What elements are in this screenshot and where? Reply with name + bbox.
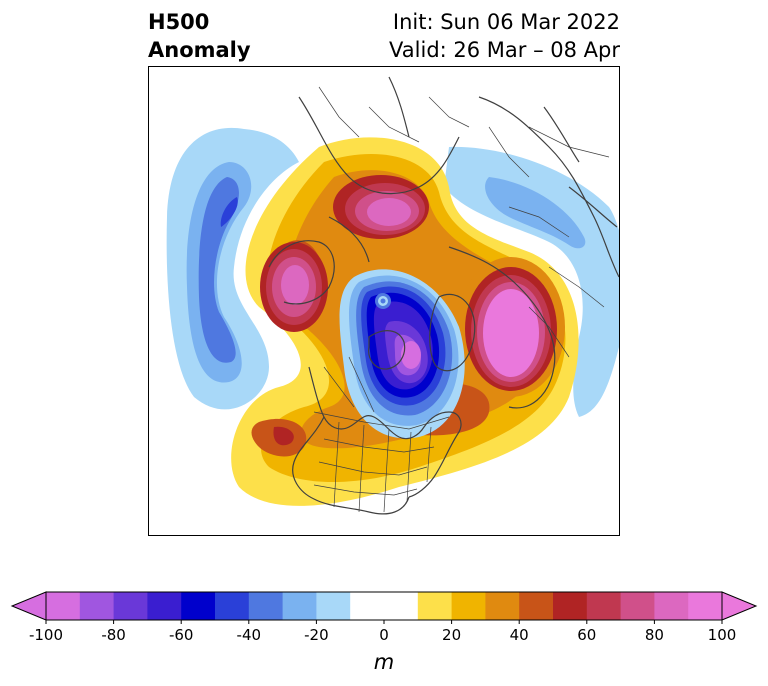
siberia-negative-anomaly <box>444 146 619 417</box>
colorbar-tick-label: -20 <box>304 626 329 644</box>
colorbar-cell <box>553 592 588 620</box>
colorbar-tick-label: 80 <box>644 626 664 644</box>
title-field: Anomaly <box>148 38 251 62</box>
colorbar-cell <box>586 592 622 620</box>
colorbar-tick-label: 20 <box>442 626 462 644</box>
colorbar-cell <box>282 592 317 620</box>
colorbar-cell <box>485 592 520 620</box>
alaska-positive-anomaly <box>260 242 328 332</box>
coastlines <box>268 76 619 515</box>
colorbar-tick-label: 0 <box>379 626 389 644</box>
colorbar-tick-label: 60 <box>577 626 597 644</box>
colorbar-cell <box>316 592 351 620</box>
colorbar-tick-label: -60 <box>168 626 194 644</box>
colorbar-cell <box>451 592 486 620</box>
colorbar-tick-label: -80 <box>101 626 126 644</box>
colorbar-unit-label: m <box>373 650 395 674</box>
colorbar-cell <box>620 592 655 620</box>
colorbar-tick-label: 100 <box>707 626 737 644</box>
init-date: Init: Sun 06 Mar 2022 <box>392 10 620 34</box>
europe-positive-anomaly <box>457 257 565 397</box>
colorbar-cell <box>79 592 115 620</box>
anomaly-map <box>166 76 619 515</box>
political-borders <box>313 86 610 513</box>
colorbar-cell <box>147 592 182 620</box>
colorbar-cell <box>248 592 284 620</box>
title-variable: H500 <box>148 10 210 34</box>
colorbar-cell <box>688 592 723 620</box>
valid-period: Valid: 26 Mar – 08 Apr <box>389 38 620 62</box>
colorbar-cell <box>384 592 419 620</box>
colorbar-cell <box>46 592 81 620</box>
greenland-positive-anomaly <box>333 175 429 239</box>
chart-title-left: H500 Anomaly <box>148 8 251 64</box>
colorbar-cells <box>10 591 758 624</box>
pacific-negative-anomaly <box>166 127 299 410</box>
colorbar-cell <box>519 592 554 620</box>
colorbar-cell <box>215 592 250 620</box>
colorbar <box>10 591 758 624</box>
colorbar-cell <box>417 592 453 620</box>
colorbar-cell <box>350 592 385 620</box>
colorbar-cell <box>181 592 216 620</box>
colorbar-tick-label: 40 <box>509 626 529 644</box>
colorbar-under-extend <box>10 591 47 621</box>
colorbar-cell <box>654 592 689 620</box>
colorbar-cell <box>113 592 148 620</box>
map-panel <box>148 66 620 536</box>
chart-title-right: Init: Sun 06 Mar 2022 Valid: 26 Mar – 08… <box>389 8 620 64</box>
colorbar-tick-label: -100 <box>28 626 64 644</box>
colorbar-tick-label: -40 <box>236 626 262 644</box>
colorbar-over-extend <box>721 591 758 621</box>
